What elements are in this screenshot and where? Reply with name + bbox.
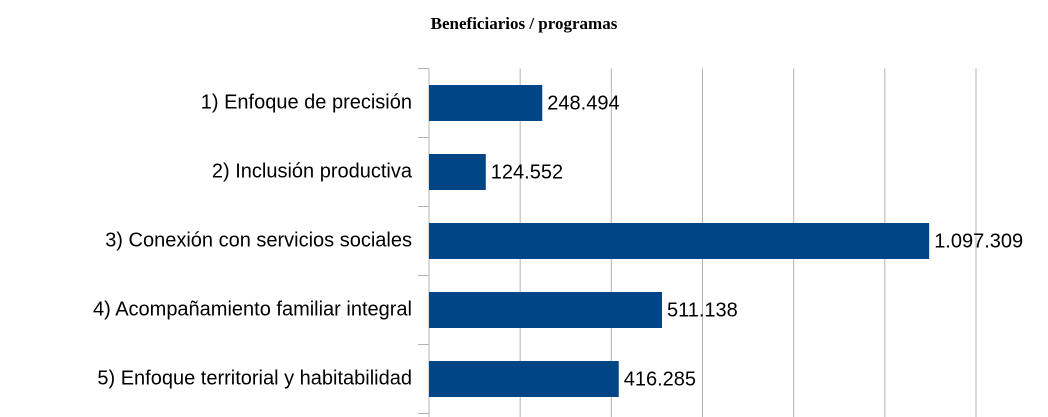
data-label: 124.552 <box>491 161 563 183</box>
y-tick-label: 5) Enfoque territorial y habitabilidad <box>97 367 412 389</box>
bar <box>429 223 930 259</box>
bar <box>429 361 619 397</box>
data-label: 416.285 <box>624 368 696 390</box>
y-tick-label: 1) Enfoque de precisión <box>201 91 412 113</box>
bar <box>429 85 543 121</box>
chart-title: Beneficiarios / programas <box>431 14 618 33</box>
bar <box>429 292 662 328</box>
y-tick-label: 3) Conexión con servicios sociales <box>105 229 412 251</box>
bar <box>429 154 486 190</box>
data-label: 1.097.309 <box>934 230 1023 252</box>
data-label: 511.138 <box>667 299 738 321</box>
data-label: 248.494 <box>547 92 619 114</box>
y-tick-label: 4) Acompañamiento familiar integral <box>93 298 412 320</box>
y-tick-label: 2) Inclusión productiva <box>212 160 413 182</box>
